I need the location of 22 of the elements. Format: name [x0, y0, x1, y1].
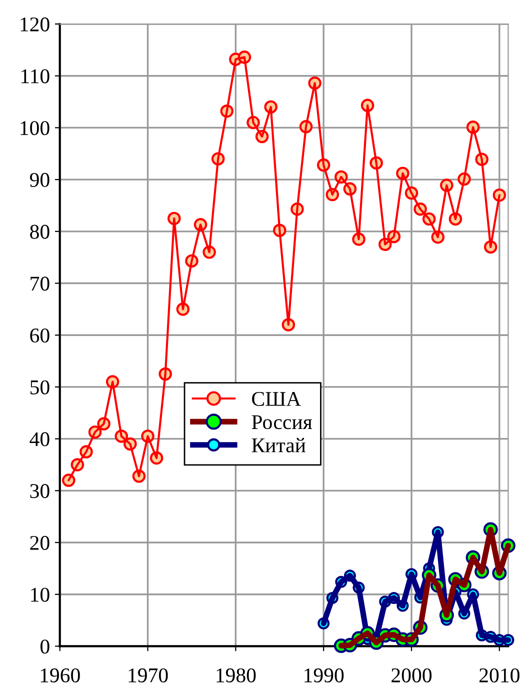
- y-tick-label: 120: [20, 17, 50, 32]
- y-tick-label: 90: [30, 172, 50, 187]
- x-tick-label: 1970: [128, 668, 168, 682]
- x-tick-label: 2000: [392, 668, 432, 682]
- y-tick-label: 20: [30, 536, 50, 550]
- y-tick-label: 110: [21, 69, 50, 84]
- y-tick-label: 100: [20, 121, 50, 136]
- y-tick-label: 60: [30, 328, 50, 343]
- y-tick-label: 10: [31, 588, 50, 602]
- legend-label: Китай: [252, 438, 306, 452]
- x-tick-label: 1960: [40, 668, 80, 682]
- y-tick-label: 70: [30, 276, 50, 291]
- y-tick-label: 80: [30, 224, 50, 239]
- x-tick-label: 1980: [216, 668, 256, 682]
- y-tick-label: 50: [30, 380, 50, 394]
- legend-label: Россия: [252, 415, 312, 430]
- x-tick-label: 1990: [304, 668, 344, 682]
- x-tick-label: 2010: [479, 668, 520, 682]
- y-tick-label: 30: [30, 484, 50, 498]
- y-tick-label: 40: [30, 432, 50, 446]
- y-tick-label: 0: [40, 640, 50, 654]
- legend-label: США: [252, 392, 301, 406]
